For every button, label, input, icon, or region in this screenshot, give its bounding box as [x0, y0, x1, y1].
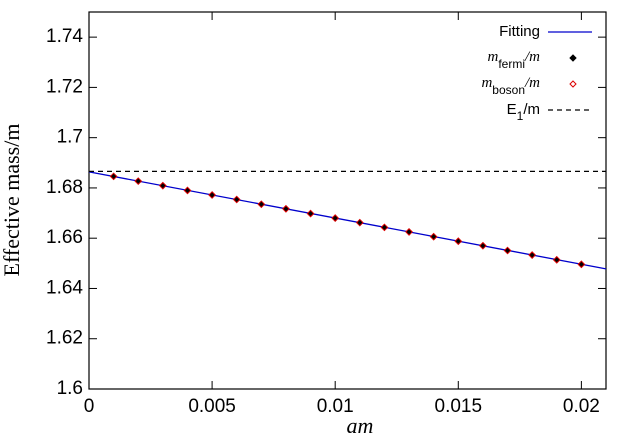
x-tick-label: 0 [84, 396, 95, 417]
y-tick-label: 1.68 [46, 177, 83, 198]
legend-symbol [569, 54, 577, 62]
legend-label: mboson/m [481, 75, 540, 97]
legend-text: Fitting [499, 23, 540, 40]
y-tick-label: 1.74 [46, 26, 83, 47]
data-point [430, 233, 438, 241]
x-tick-label: 0.015 [435, 396, 483, 417]
data-point [355, 218, 364, 227]
legend-text: E [507, 101, 517, 118]
data-point [552, 255, 561, 264]
y-tick-label: 1.66 [46, 227, 83, 248]
data-point [331, 214, 340, 223]
legend-symbol [569, 80, 577, 88]
y-tick-label: 1.7 [57, 127, 83, 148]
data-point [454, 237, 463, 246]
legend-text: /m [524, 75, 540, 91]
data-point [331, 214, 339, 222]
data-point [478, 241, 487, 250]
data-point [232, 195, 241, 204]
data-point [578, 260, 585, 268]
plot-frame [88, 11, 607, 390]
legend-text: 1 [517, 109, 524, 123]
data-point [134, 177, 143, 186]
legend-label: mfermi/m [487, 49, 540, 71]
data-point [208, 191, 217, 199]
data-point [134, 177, 142, 185]
legend-text: m [487, 49, 498, 65]
fit-line [88, 171, 607, 270]
legend-text: /m [524, 49, 540, 65]
data-point [528, 251, 537, 259]
data-point [282, 204, 290, 213]
y-tick-label: 1.64 [46, 277, 83, 298]
y-tick-label: 1.62 [46, 328, 83, 349]
data-point [528, 251, 536, 259]
data-point [504, 247, 511, 254]
data-point [356, 219, 364, 226]
data-point [282, 205, 290, 213]
data-point [257, 200, 266, 209]
data-point [208, 191, 216, 199]
x-tick-label: 0.01 [317, 396, 354, 417]
y-tick-label: 1.72 [46, 76, 83, 97]
data-point [184, 187, 191, 194]
x-tick-label: 0.02 [563, 396, 600, 417]
legend-text: fermi [498, 57, 525, 71]
data-point [454, 237, 462, 245]
data-point [307, 210, 314, 217]
x-tick-label: 0.005 [188, 396, 236, 417]
data-point [110, 173, 117, 180]
legend-text: m [481, 75, 492, 91]
data-point [503, 246, 512, 255]
y-axis-label: Effective mass/m [0, 124, 24, 277]
data-point [405, 228, 413, 236]
data-point [159, 182, 167, 190]
legend-text: /m [523, 101, 540, 118]
data-point [553, 256, 561, 264]
data-point [183, 186, 192, 195]
data-point [429, 232, 438, 241]
data-point [380, 223, 389, 232]
data-point [381, 224, 388, 231]
data-point [405, 228, 413, 236]
data-point [233, 196, 241, 203]
data-point [577, 260, 586, 269]
data-point [109, 172, 118, 181]
data-point [257, 200, 265, 208]
legend-text: boson [492, 83, 525, 97]
legend-label: E1/m [507, 101, 540, 123]
data-point [306, 209, 315, 218]
x-axis-label: am [347, 413, 374, 436]
data-point [479, 242, 487, 250]
data-point [158, 181, 167, 190]
y-tick-label: 1.6 [57, 378, 83, 399]
legend-label: Fitting [499, 23, 540, 40]
